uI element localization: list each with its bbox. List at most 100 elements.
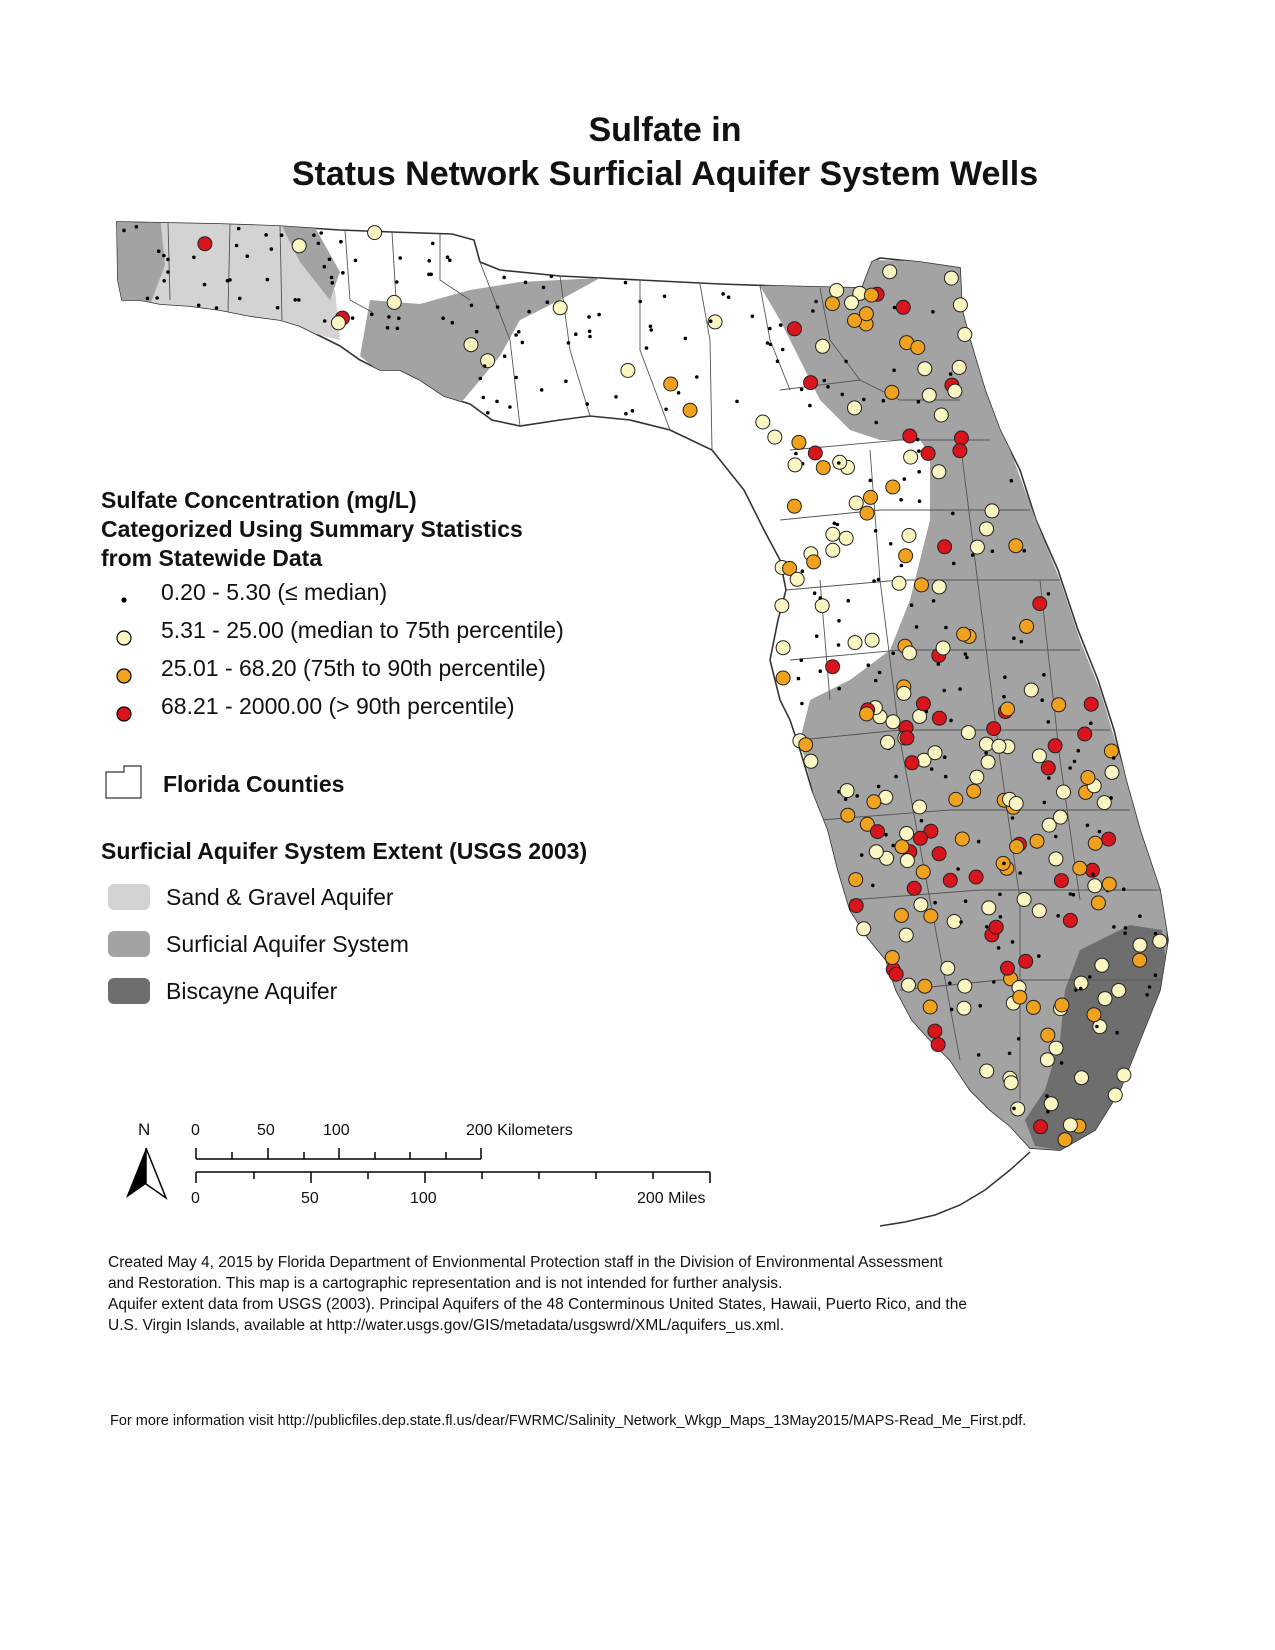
well-point xyxy=(916,399,921,404)
legend-aquifer-label: Surficial Aquifer System xyxy=(166,931,409,957)
well-point xyxy=(370,312,374,317)
well-point xyxy=(353,258,358,263)
well-point xyxy=(891,575,907,591)
well-point xyxy=(1147,985,1152,989)
well-point xyxy=(726,295,731,300)
well-point xyxy=(859,853,864,857)
km-tick-0: 0 xyxy=(191,1122,200,1139)
well-point xyxy=(1003,675,1007,679)
well-point xyxy=(1062,912,1078,928)
well-point xyxy=(1074,1070,1089,1086)
well-point xyxy=(1012,989,1028,1005)
well-point xyxy=(1071,892,1076,897)
well-point xyxy=(780,347,785,352)
well-point xyxy=(1089,721,1093,725)
well-point xyxy=(899,826,915,841)
well-point xyxy=(815,460,831,476)
well-point xyxy=(992,980,996,984)
well-point xyxy=(735,399,739,404)
well-point xyxy=(787,457,803,473)
well-point xyxy=(933,900,937,905)
legend-class-label: 0.20 - 5.30 (≤ median) xyxy=(161,579,388,605)
well-point xyxy=(1087,878,1103,894)
well-point xyxy=(924,709,929,714)
well-point xyxy=(469,303,474,308)
mi-tick-50: 50 xyxy=(301,1190,319,1207)
well-point xyxy=(1111,983,1127,998)
well-point xyxy=(234,243,239,248)
well-point xyxy=(1056,784,1071,800)
well-point xyxy=(970,553,975,557)
well-point xyxy=(1132,937,1148,953)
well-point xyxy=(1083,696,1099,712)
well-point xyxy=(898,548,914,564)
well-point xyxy=(767,429,783,445)
well-point xyxy=(914,577,929,593)
well-point xyxy=(1132,952,1148,968)
well-point xyxy=(1053,873,1069,889)
well-point xyxy=(1104,764,1120,780)
well-point xyxy=(954,831,970,847)
well-point xyxy=(1007,1051,1012,1056)
well-point xyxy=(880,734,896,750)
well-point xyxy=(923,823,939,839)
well-point xyxy=(910,340,926,355)
well-point xyxy=(859,505,875,521)
well-point xyxy=(312,233,316,237)
well-point xyxy=(1097,829,1102,834)
well-point xyxy=(876,577,881,582)
well-point xyxy=(502,354,507,359)
well-point xyxy=(662,294,667,299)
well-point xyxy=(1111,756,1116,760)
well-point xyxy=(949,1007,954,1012)
well-point xyxy=(894,774,898,779)
well-point xyxy=(944,625,948,630)
well-point xyxy=(917,499,922,504)
well-point xyxy=(786,498,802,514)
well-point xyxy=(884,950,900,965)
well-point xyxy=(202,282,207,287)
well-point xyxy=(866,794,882,810)
well-point xyxy=(552,300,568,316)
well-point xyxy=(825,526,841,542)
well-point xyxy=(822,378,827,383)
well-point xyxy=(843,797,848,802)
well-point xyxy=(933,407,949,423)
well-point xyxy=(707,314,723,330)
well-point xyxy=(859,816,875,832)
well-point xyxy=(614,395,618,399)
legend-symbols xyxy=(105,597,142,799)
well-point xyxy=(1009,839,1025,855)
well-point xyxy=(1145,993,1149,997)
well-point xyxy=(899,497,903,502)
well-point xyxy=(968,869,984,885)
well-point xyxy=(441,316,445,321)
well-point xyxy=(1031,748,1047,764)
well-point xyxy=(1029,833,1045,849)
well-point xyxy=(644,346,649,350)
legend-class-label: 5.31 - 25.00 (median to 75th percentile) xyxy=(161,617,564,643)
well-point xyxy=(863,287,879,303)
well-point xyxy=(1041,817,1057,833)
well-point xyxy=(1042,673,1046,677)
well-point xyxy=(1077,726,1093,742)
well-point xyxy=(899,853,915,869)
well-point xyxy=(787,321,802,337)
well-point xyxy=(445,255,450,259)
legend-heading-line3: from Statewide Data xyxy=(101,545,323,571)
well-point xyxy=(517,330,521,334)
well-point xyxy=(1012,1106,1016,1111)
well-point xyxy=(648,324,653,329)
well-point xyxy=(837,461,841,465)
well-point xyxy=(796,676,801,681)
legend-class-4: 68.21 - 2000.00 (> 90th percentile) xyxy=(101,687,661,725)
well-point xyxy=(1018,953,1034,969)
well-point xyxy=(979,736,994,752)
well-point xyxy=(896,685,912,701)
well-point xyxy=(917,978,933,994)
well-point xyxy=(913,897,929,913)
well-point xyxy=(1052,809,1068,825)
well-point xyxy=(980,754,996,770)
well-point xyxy=(803,375,819,391)
